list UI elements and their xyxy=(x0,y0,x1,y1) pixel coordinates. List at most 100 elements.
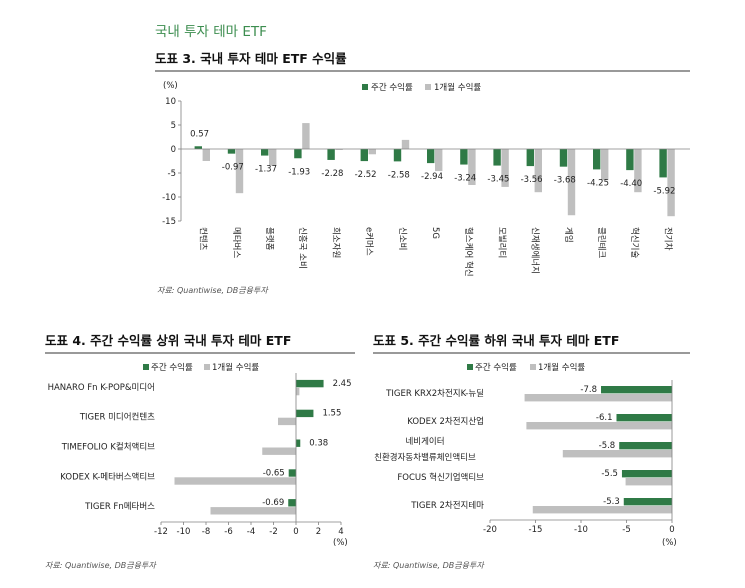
bar-monthly xyxy=(562,450,672,458)
data-label-weekly: -4.25 xyxy=(587,178,609,188)
bar-weekly xyxy=(619,442,672,450)
data-label-weekly: -0.97 xyxy=(222,163,244,173)
figure-3-title: 도표 3. 국내 투자 테마 ETF 수익률 xyxy=(155,51,347,66)
bar-monthly xyxy=(302,123,310,149)
bar-weekly xyxy=(493,149,501,166)
bar-monthly xyxy=(524,394,672,402)
bar-monthly xyxy=(625,478,672,486)
category-label: 혁신기술 xyxy=(629,227,639,258)
y-tick-label: 10 xyxy=(165,97,176,107)
category-label: 신흥국 소비 xyxy=(297,227,308,269)
y-tick-label: -5 xyxy=(168,169,176,179)
legend-label-weekly: 주간 수익률 xyxy=(371,82,413,93)
legend-label-monthly: 1개월 수익률 xyxy=(434,82,481,93)
category-label: 모빌리티 xyxy=(496,227,507,258)
bar-weekly xyxy=(559,149,568,167)
bar-weekly xyxy=(526,149,534,167)
category-label: 희소자원 xyxy=(330,227,341,258)
bar-monthly xyxy=(269,149,277,166)
figure-4-title: 도표 4. 주간 수익률 상위 국내 투자 테마 ETF xyxy=(45,333,291,348)
legend-swatch-monthly xyxy=(425,84,431,90)
category-label: TIGER 미디어컨텐츠 xyxy=(79,412,155,423)
bar-weekly xyxy=(327,149,335,160)
data-label-weekly: 1.55 xyxy=(322,409,341,419)
legend-swatch-weekly xyxy=(467,364,473,370)
data-label-weekly: -6.1 xyxy=(596,413,613,423)
x-tick-label: -12 xyxy=(154,527,168,537)
data-label-weekly: -5.3 xyxy=(603,497,620,507)
bar-monthly xyxy=(262,447,296,455)
data-label-weekly: -5.5 xyxy=(601,469,618,479)
category-label: 신소비 xyxy=(397,227,407,250)
bar-weekly xyxy=(593,149,601,170)
data-label-weekly: 0.38 xyxy=(309,439,328,449)
bar-weekly xyxy=(616,414,672,422)
data-label-weekly: -5.92 xyxy=(653,186,675,196)
x-tick-label: -2 xyxy=(269,527,277,537)
x-tick-label: 0 xyxy=(293,527,298,537)
data-label-weekly: 2.45 xyxy=(333,379,352,389)
category-label: KODEX 2차전지산업 xyxy=(407,416,484,427)
bar-monthly xyxy=(532,506,672,514)
figure-4: 도표 4. 주간 수익률 상위 국내 투자 테마 ETF 주간 수익률 1개월 … xyxy=(45,333,355,570)
category-label: TIGER 2차전지테마 xyxy=(410,500,484,511)
bar-weekly xyxy=(460,149,468,165)
bar-weekly xyxy=(623,498,672,506)
category-label: 메타버스 xyxy=(231,227,242,258)
data-label-weekly: -2.28 xyxy=(321,169,343,179)
figure-5-plot: -7.8 TIGER KRX2차전지K-뉴딜 -6.1 KODEX 2차전지산업 -5.… xyxy=(374,380,675,535)
legend-label-weekly: 주간 수익률 xyxy=(475,362,517,373)
y-tick-label: -15 xyxy=(162,217,176,227)
legend-swatch-weekly xyxy=(143,364,149,370)
bar-monthly xyxy=(278,417,296,426)
data-label-weekly: -0.69 xyxy=(262,498,284,508)
legend-label-monthly: 1개월 수익률 xyxy=(212,362,259,373)
bar-weekly xyxy=(601,386,672,394)
bar-weekly xyxy=(288,469,296,477)
figure-3-source: 자료: Quantiwise, DB금융투자 xyxy=(157,286,269,295)
x-tick-label: -15 xyxy=(529,525,543,535)
legend-label-weekly: 주간 수익률 xyxy=(151,362,193,373)
category-label: KODEX K-메타버스액티브 xyxy=(60,471,155,482)
x-tick-label: -8 xyxy=(202,527,210,537)
x-tick-label: -20 xyxy=(483,525,497,535)
bar-weekly xyxy=(194,146,202,149)
category-label: 네비게이터 xyxy=(405,436,444,447)
category-label: 게임 xyxy=(563,227,574,243)
bar-monthly xyxy=(368,149,376,155)
bar-weekly xyxy=(296,379,324,388)
category-label: e커머스 xyxy=(364,227,374,256)
bar-monthly xyxy=(468,149,476,185)
figure-5: 도표 5. 주간 수익률 하위 국내 투자 테마 ETF 주간 수익률 1개월 … xyxy=(373,333,690,570)
figure-5-title: 도표 5. 주간 수익률 하위 국내 투자 테마 ETF xyxy=(373,333,619,348)
y-tick-label: 0 xyxy=(171,145,176,155)
data-label-weekly: -2.94 xyxy=(421,172,443,182)
bar-weekly xyxy=(427,149,435,164)
x-tick-label: -4 xyxy=(247,527,255,537)
category-label: 컨텐츠 xyxy=(198,227,209,251)
figure-3-unit-label: (%) xyxy=(163,81,178,91)
legend-label-monthly: 1개월 수익률 xyxy=(538,362,585,373)
bar-weekly xyxy=(296,439,301,447)
category-label: HANARO Fn K-POP&미디어 xyxy=(48,382,155,393)
bar-weekly xyxy=(621,470,672,478)
figure-3: 도표 3. 국내 투자 테마 ETF 수익률 (%) 주간 수익률 1개월 수익… xyxy=(155,51,690,295)
y-tick-label: 5 xyxy=(171,121,176,131)
figure-4-unit-label: (%) xyxy=(333,538,348,548)
figure-5-source: 자료: Quantiwise, DB금융투자 xyxy=(373,561,485,570)
data-label-weekly: -0.65 xyxy=(263,468,285,478)
figure-5-legend: 주간 수익률 1개월 수익률 xyxy=(467,362,585,373)
figure-4-legend: 주간 수익률 1개월 수익률 xyxy=(143,362,259,373)
legend-swatch-weekly xyxy=(362,84,368,90)
bar-monthly xyxy=(335,149,343,150)
legend-swatch-monthly xyxy=(204,364,210,370)
data-label-weekly: -4.40 xyxy=(620,179,642,189)
x-tick-label: 4 xyxy=(338,527,343,537)
figure-4-source: 자료: Quantiwise, DB금융투자 xyxy=(45,561,157,570)
figure-5-unit-label: (%) xyxy=(662,538,677,548)
x-tick-label: -6 xyxy=(224,527,232,537)
x-tick-label: -10 xyxy=(177,527,191,537)
x-tick-label: -5 xyxy=(622,525,630,535)
figure-3-plot: 10 5 0 -5 -10 -15 0.57 컨텐츠 -0.97 메타버스 -1.37 플랫폼 -1.9… xyxy=(162,97,690,277)
